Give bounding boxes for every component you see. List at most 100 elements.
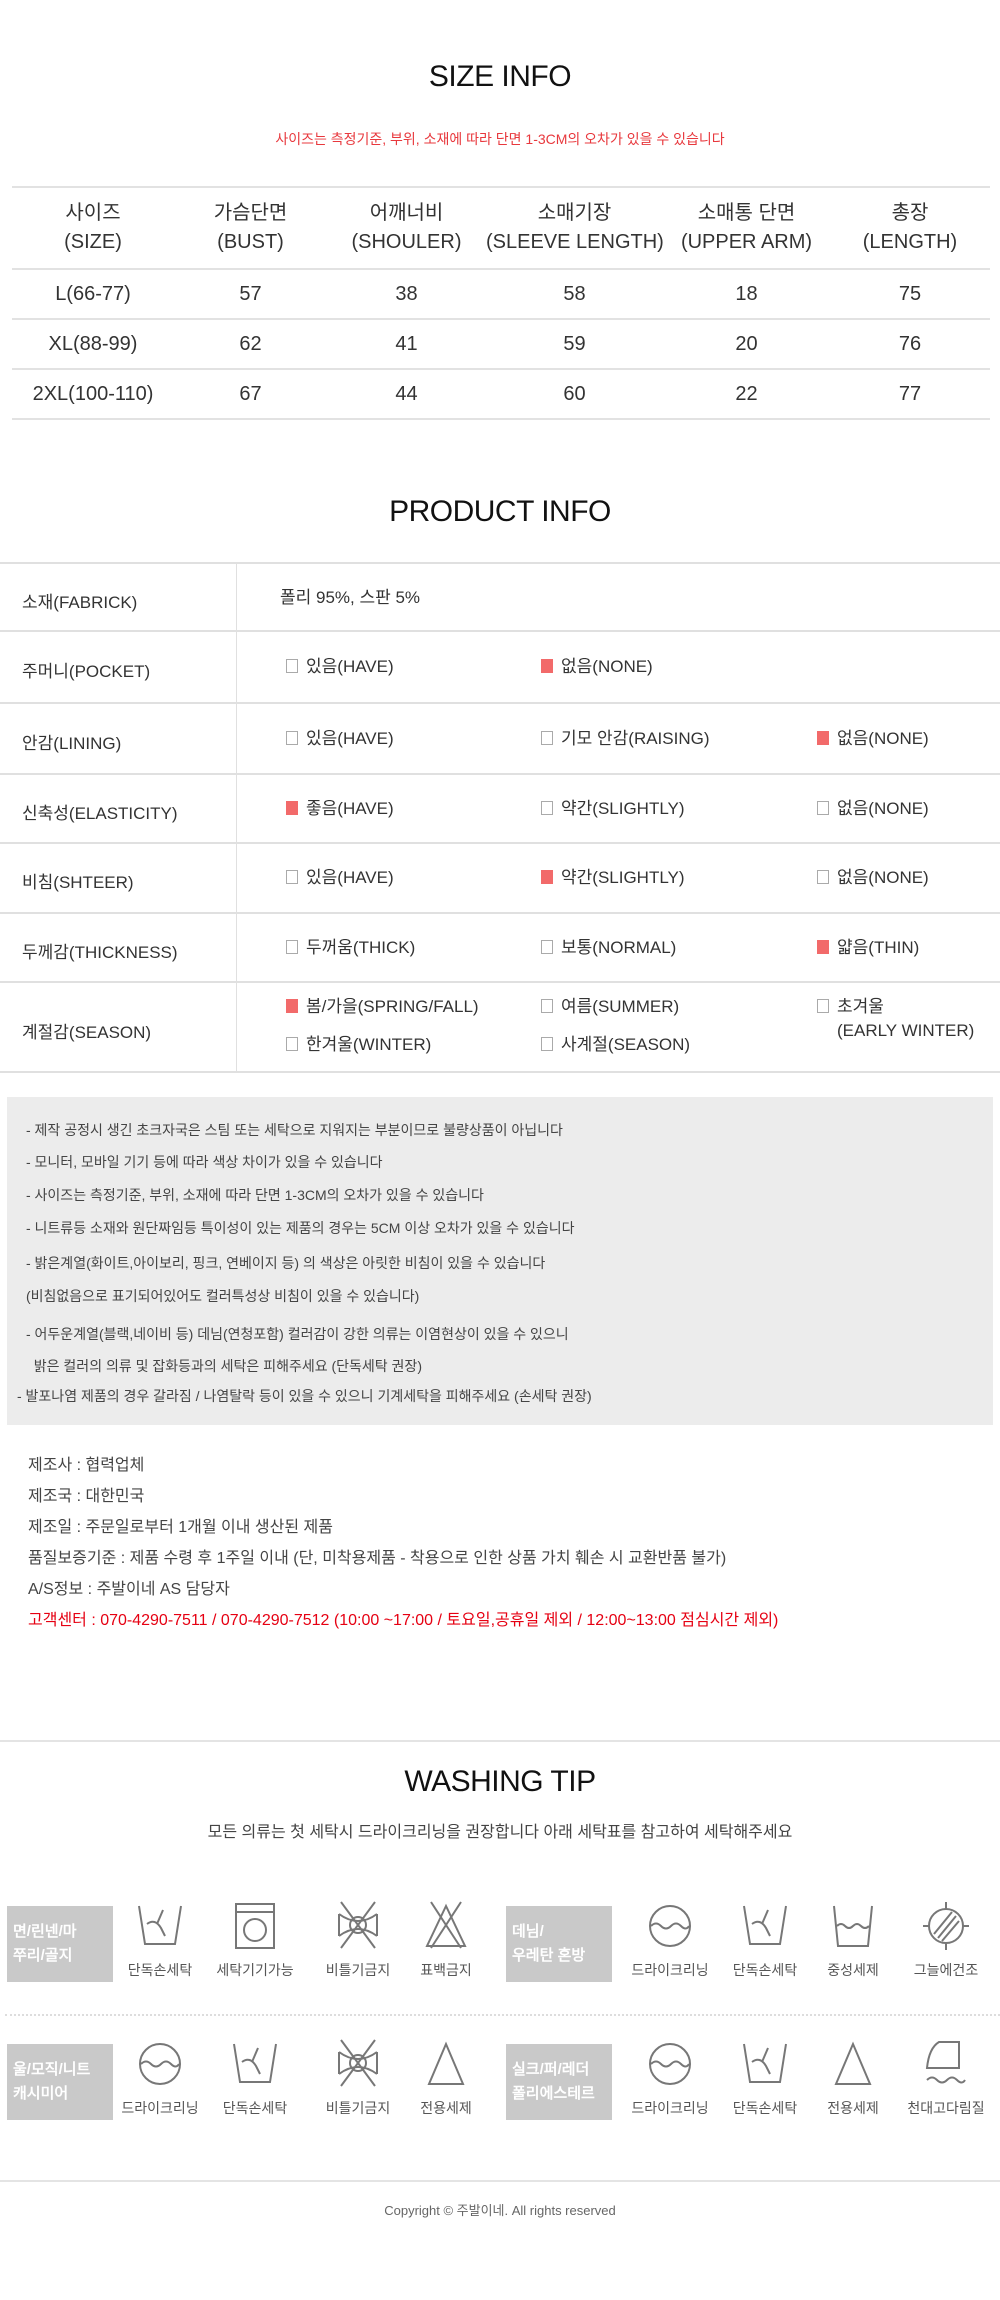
option-label: 여름(SUMMER) [561,997,680,1016]
cell: 62 [174,318,327,370]
option-label: 있음(HAVE) [306,657,394,676]
care-label: 드라이크리닝 [631,2100,709,2116]
care-label: 전용세제 [827,2100,879,2116]
option-label: 없음(NONE) [561,657,653,676]
dry-clean-icon [139,2043,181,2085]
size-info-subtitle: 사이즈는 측정기준, 부위, 소재에 따라 단면 1-3CM의 오차가 있을 수… [275,131,725,147]
checkbox[interactable] [817,939,829,954]
no-wring-icon [338,2039,378,2087]
option-label: 봄/가을(SPRING/FALL) [306,997,479,1016]
option[interactable]: 봄/가을(SPRING/FALL) [286,997,479,1017]
care-label: 단독손세탁 [127,1962,193,1978]
option[interactable]: 없음(NONE) [817,799,929,819]
cell: 75 [830,268,990,320]
hand-wash-icon [743,1905,787,1945]
info-line: 제조일 : 주문일로부터 1개월 이내 생산된 제품 [28,1519,333,1536]
cell: 57 [174,268,327,320]
option[interactable]: 좋음(HAVE) [286,799,394,819]
checkbox[interactable] [286,1037,298,1051]
care-symbol: 비틀기금지 [312,1900,404,1980]
header-en: (SLEEVE LENGTH) [486,231,664,253]
checkbox[interactable] [541,999,553,1013]
option[interactable]: 사계절(SEASON) [541,1035,690,1055]
option[interactable]: 초겨울 (EARLY WINTER) [817,997,974,1041]
header-ko: 어깨너비 [369,202,444,224]
row-label: 계절감(SEASON) [22,1023,152,1042]
note-line: - 발포나염 제품의 경우 갈라짐 / 나염탈락 등이 있을 수 있으니 기계세… [17,1388,592,1404]
label-line: 데님/ [512,1923,544,1940]
checkbox[interactable] [817,870,829,884]
care-label: 비틀기금지 [325,1962,391,1978]
option[interactable]: 기모 안감(RAISING) [541,729,710,749]
care-symbol: 그늘에건조 [900,1900,992,1980]
care-label: 드라이크리닝 [631,1962,709,1978]
checkbox[interactable] [286,730,298,745]
option[interactable]: 얇음(THIN) [817,938,919,958]
care-symbol: 드라이크리닝 [114,2038,206,2118]
checkbox[interactable] [541,1037,553,1051]
option[interactable]: 보통(NORMAL) [541,938,676,958]
option[interactable]: 약간(SLIGHTLY) [541,799,685,819]
care-symbol: 단독손세탁 [209,2038,301,2118]
checkbox[interactable] [817,800,829,815]
checkbox[interactable] [541,870,553,884]
care-symbol: 세탁기기가능 [209,1900,301,1980]
option[interactable]: 있음(HAVE) [286,729,394,749]
option-label-2: (EARLY WINTER) [837,1021,975,1040]
option[interactable]: 있음(HAVE) [286,657,394,677]
product-info-title: PRODUCT INFO [389,495,611,528]
fabric-group-label: 면/린넨/마 쭈리/골지 [7,1906,113,1982]
note-line: (비침없음으로 표기되어있어도 컬러특성상 비침이 있을 수 있습니다) [26,1288,420,1304]
care-label: 그늘에건조 [913,1962,979,1978]
checkbox[interactable] [541,659,553,673]
table-row: L(66-77) 57 38 58 18 75 [12,268,990,320]
header-en: (UPPER ARM) [680,231,813,253]
checkbox[interactable] [286,800,298,815]
cell: 20 [663,318,830,370]
option-label: 있음(HAVE) [306,868,394,887]
fabric-row: 소재(FABRICK) 폴리 95%, 스판 5% [0,562,1000,630]
option-label: 없음(NONE) [837,868,929,887]
cell: XL(88-99) [12,318,174,370]
cell: 77 [830,368,990,420]
attr-row: 계절감(SEASON) 봄/가을(SPRING/FALL) 여름(SUMMER) 초겨… [0,981,1000,1073]
washing-subtitle: 모든 의류는 첫 세탁시 드라이크리닝을 권장합니다 아래 세탁표를 참고하여 … [207,1824,793,1841]
header-ko: 소매기장 [537,202,612,224]
checkbox[interactable] [286,939,298,954]
care-label: 단독손세탁 [732,1962,798,1978]
option[interactable]: 한겨울(WINTER) [286,1035,431,1055]
table-row: XL(88-99) 62 41 59 20 76 [12,318,990,370]
care-label: 중성세제 [827,1962,879,1978]
checkbox[interactable] [286,870,298,884]
option[interactable]: 약간(SLIGHTLY) [541,868,685,888]
option[interactable]: 여름(SUMMER) [541,997,679,1017]
checkbox[interactable] [541,939,553,954]
option[interactable]: 없음(NONE) [817,729,929,749]
checkbox[interactable] [541,800,553,815]
label-line: 캐시미어 [13,2085,69,2102]
label-line: 실크/퍼/레더 [512,2061,590,2078]
option-label: 없음(NONE) [837,728,929,748]
header-en: (LENGTH) [862,231,958,253]
checkbox[interactable] [817,999,829,1013]
option[interactable]: 없음(NONE) [817,868,929,888]
dry-clean-icon [649,1905,691,1947]
checkbox[interactable] [286,659,298,673]
option-label: 기모 안감(RAISING) [561,728,710,748]
option[interactable]: 있음(HAVE) [286,868,394,888]
divider [0,1740,1000,1742]
cell: 67 [174,368,327,420]
option[interactable]: 없음(NONE) [541,657,653,677]
checkbox[interactable] [817,730,829,745]
iron-cloth-icon [925,2041,966,2084]
care-label: 천대고다림질 [907,2100,985,2116]
cell: 76 [830,318,990,370]
fabric-value: 폴리 95%, 스판 5% [280,588,421,607]
col-header: 가슴단면 (BUST) [174,186,327,270]
option[interactable]: 두꺼움(THICK) [286,938,415,958]
checkbox[interactable] [286,999,298,1013]
checkbox[interactable] [541,730,553,745]
note-line: 밝은 컬러의 의류 및 잡화등과의 세탁은 피해주세요 (단독세탁 권장) [26,1358,422,1374]
hand-wash-icon [138,1905,182,1945]
detergent-icon [834,2041,872,2085]
